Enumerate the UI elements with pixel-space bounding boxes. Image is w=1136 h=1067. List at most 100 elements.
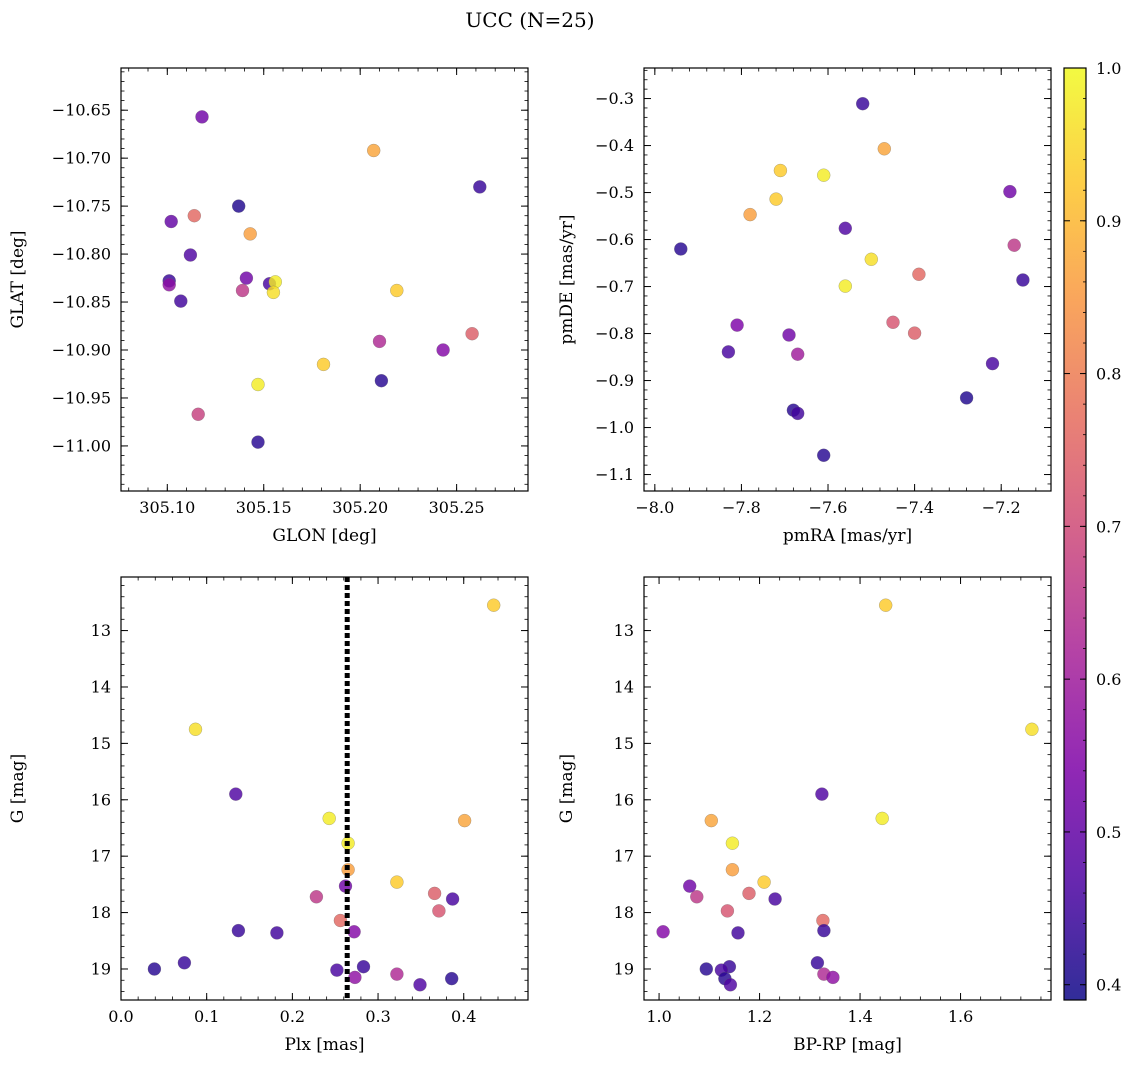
data-point bbox=[164, 214, 178, 229]
data-point bbox=[251, 377, 265, 392]
data-point bbox=[1016, 273, 1030, 287]
data-point bbox=[878, 598, 893, 612]
data-point bbox=[742, 886, 756, 901]
data-point bbox=[174, 294, 188, 308]
data-point bbox=[239, 271, 254, 285]
colorbar-tick-label: 0.5 bbox=[1096, 823, 1121, 842]
data-point bbox=[959, 391, 974, 405]
data-point bbox=[473, 180, 487, 194]
data-point bbox=[1025, 722, 1039, 737]
ticks bbox=[120, 577, 528, 1000]
axes-frame bbox=[120, 67, 529, 492]
colorbar-tick-label: 0.9 bbox=[1096, 212, 1121, 231]
data-point bbox=[356, 959, 371, 974]
data-point bbox=[699, 962, 714, 976]
data-point bbox=[322, 811, 336, 826]
y-tick-label: −0.5 bbox=[595, 183, 634, 202]
data-point bbox=[782, 328, 796, 342]
data-point bbox=[390, 875, 404, 889]
y-tick-label: 13 bbox=[614, 621, 634, 640]
x-axis-label: GLON [deg] bbox=[272, 526, 376, 546]
data-point bbox=[838, 279, 853, 293]
data-point bbox=[1003, 184, 1017, 199]
data-point bbox=[436, 343, 450, 357]
data-point bbox=[187, 208, 202, 223]
data-point bbox=[886, 315, 900, 330]
y-axis-label: G [mag] bbox=[557, 754, 577, 823]
ticks bbox=[644, 577, 1051, 1000]
data-point bbox=[704, 813, 719, 828]
y-tick-label: 17 bbox=[91, 847, 111, 866]
data-point bbox=[427, 886, 442, 901]
x-tick-label: 0.3 bbox=[365, 1007, 390, 1026]
data-point bbox=[773, 163, 788, 178]
data-point bbox=[816, 168, 831, 182]
y-tick-label: −1.0 bbox=[595, 418, 634, 437]
data-point bbox=[231, 199, 246, 213]
x-tick-label: 1.2 bbox=[747, 1007, 772, 1026]
data-point bbox=[390, 967, 404, 981]
data-point bbox=[826, 970, 840, 985]
y-tick-label: −10.75 bbox=[52, 197, 111, 216]
colorbar-gradient bbox=[1064, 68, 1086, 1000]
x-tick-label: −7.2 bbox=[982, 498, 1021, 517]
y-tick-label: −10.65 bbox=[52, 101, 111, 120]
points bbox=[147, 598, 501, 992]
x-tick-label: −7.6 bbox=[809, 498, 848, 517]
data-point bbox=[183, 248, 198, 262]
x-tick-label: −7.8 bbox=[722, 498, 761, 517]
y-tick-label: 14 bbox=[614, 677, 634, 696]
data-point bbox=[366, 143, 381, 158]
colorbar-frame bbox=[1063, 67, 1087, 1001]
x-tick-label: 0.4 bbox=[451, 1007, 476, 1026]
panel-cmd: 1.0 1.2 1.4 1.6 13 14 15 16 17 18 19 BP-RP [mag] G [… bbox=[557, 576, 1052, 1055]
data-point bbox=[432, 904, 446, 918]
data-point bbox=[674, 242, 688, 256]
figure-title: UCC (N=25) bbox=[465, 8, 594, 32]
x-tick-label: 0.0 bbox=[108, 1007, 133, 1026]
points bbox=[674, 96, 1030, 463]
axes-frame bbox=[120, 576, 529, 1001]
data-point bbox=[864, 252, 879, 267]
colorbar-tick-label: 0.7 bbox=[1096, 517, 1121, 536]
y-tick-label: −10.70 bbox=[52, 149, 111, 168]
y-tick-label: −10.85 bbox=[52, 293, 111, 312]
y-tick-label: −0.7 bbox=[595, 277, 634, 296]
y-tick-label: −10.95 bbox=[52, 388, 111, 407]
data-point bbox=[1007, 238, 1021, 252]
y-tick-label: −1.1 bbox=[595, 465, 634, 484]
panel-glon-glat: 305.10 305.15 305.20 305.25 −10.65 −10.70 −10.… bbox=[8, 67, 529, 546]
data-point bbox=[235, 283, 250, 298]
y-tick-label: −0.6 bbox=[595, 230, 634, 249]
data-point bbox=[743, 207, 757, 222]
x-tick-label: −7.4 bbox=[895, 498, 934, 517]
x-tick-label: 305.15 bbox=[236, 498, 292, 517]
data-point bbox=[720, 904, 735, 918]
panel-plx-g: 0.0 0.1 0.2 0.3 0.4 13 14 15 16 17 18 19 Plx [mas] G … bbox=[8, 576, 529, 1055]
data-point bbox=[757, 875, 771, 889]
data-point bbox=[656, 925, 670, 939]
data-point bbox=[815, 787, 829, 801]
y-tick-label: −0.3 bbox=[595, 89, 634, 108]
data-point bbox=[444, 971, 459, 986]
data-point bbox=[723, 978, 738, 992]
data-point bbox=[270, 926, 284, 940]
y-tick-label: 18 bbox=[614, 903, 634, 922]
colorbar: 0.4 0.5 0.6 0.7 0.8 0.9 1.0 bbox=[1063, 59, 1121, 1001]
colorbar-tick-label: 1.0 bbox=[1096, 59, 1121, 78]
data-point bbox=[682, 879, 697, 893]
data-point bbox=[790, 406, 805, 421]
data-point bbox=[817, 923, 831, 938]
x-axis-label: pmRA [mas/yr] bbox=[783, 526, 912, 546]
data-point bbox=[162, 278, 176, 292]
data-point bbox=[465, 326, 479, 341]
data-point bbox=[810, 956, 825, 970]
data-point bbox=[390, 283, 404, 298]
y-tick-label: −10.90 bbox=[52, 341, 111, 360]
data-point bbox=[195, 110, 209, 124]
points bbox=[656, 598, 1039, 992]
minor-ticks bbox=[121, 68, 528, 491]
data-point bbox=[855, 96, 870, 111]
minor-ticks bbox=[120, 577, 528, 1000]
